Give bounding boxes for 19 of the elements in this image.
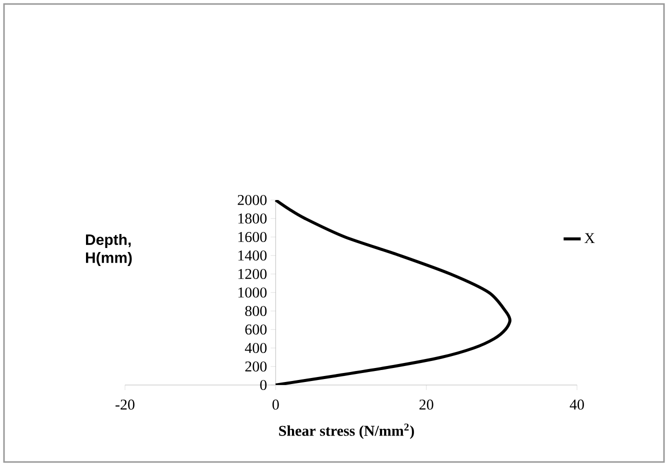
- y-axis-title: Depth, H(mm): [86, 234, 132, 266]
- legend-label: X: [584, 233, 595, 244]
- y-tick-label: 600: [245, 324, 267, 335]
- x-tick-label: 40: [570, 400, 584, 410]
- y-tick-label: 1600: [238, 232, 267, 242]
- x-tick-label: -20: [116, 400, 134, 410]
- y-tick-label: 0: [260, 380, 267, 390]
- y-tick-label: 200: [245, 361, 267, 372]
- x-tick-label: 20: [419, 400, 434, 410]
- y-tick-label: 1000: [238, 287, 267, 298]
- y-tick-label: 2000: [238, 194, 267, 206]
- y-tick-label: 1400: [238, 250, 267, 261]
- x-tick-label: 0: [272, 400, 279, 410]
- x-axis-title: Shear stress (N/mm$^{2}$): [279, 424, 414, 439]
- line-series: [274, 200, 512, 386]
- y-tick-label: 1200: [238, 268, 267, 280]
- y-tick-label: 400: [244, 342, 267, 354]
- y-tick-label: 1800: [238, 213, 267, 224]
- y-tick-label: 800: [245, 306, 267, 316]
